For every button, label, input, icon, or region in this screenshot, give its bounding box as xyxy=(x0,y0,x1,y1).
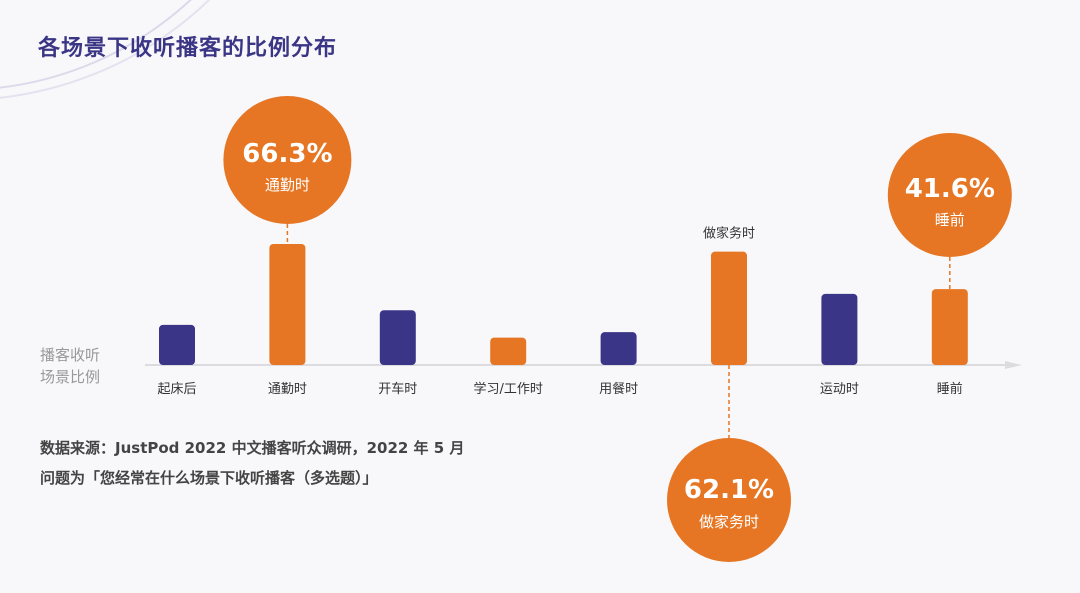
page-title: 各场景下收听播客的比例分布 xyxy=(38,36,338,61)
callout-bubble xyxy=(887,133,1012,257)
bar xyxy=(379,310,416,365)
data-label: 62.1% xyxy=(684,475,774,505)
callout-bubble xyxy=(223,96,352,224)
bar xyxy=(931,289,968,365)
y-axis-label: 播客收听 xyxy=(40,346,100,364)
y-axis-label: 场景比例 xyxy=(40,368,100,386)
x-tick-label: 用餐时 xyxy=(599,381,638,397)
question-note: 问题为「您经常在什么场景下收听播客（多选题）」 xyxy=(40,469,378,487)
x-axis-arrow xyxy=(1005,361,1022,369)
callout-category: 睡前 xyxy=(935,211,965,229)
source-note: 数据来源：JustPod 2022 中文播客听众调研，2022 年 5 月 xyxy=(40,439,465,457)
data-label: 66.3% xyxy=(242,139,332,169)
bar xyxy=(159,324,195,365)
x-tick-label: 学习/工作时 xyxy=(474,381,543,397)
bar xyxy=(711,251,747,365)
x-tick-label: 运动时 xyxy=(820,382,859,397)
bar xyxy=(600,332,637,365)
bar xyxy=(490,337,527,365)
data-label: 41.6% xyxy=(905,174,995,204)
callout-category: 做家务时 xyxy=(699,513,759,531)
callout-bubble xyxy=(667,438,791,562)
x-tick-label: 通勤时 xyxy=(268,382,307,397)
x-tick-label: 做家务时 xyxy=(703,226,755,242)
x-tick-label: 睡前 xyxy=(937,381,963,397)
bar xyxy=(269,244,306,365)
x-tick-label: 起床后 xyxy=(157,382,196,397)
bar xyxy=(821,293,858,365)
x-tick-label: 开车时 xyxy=(378,381,417,397)
callout-category: 通勤时 xyxy=(265,176,310,194)
